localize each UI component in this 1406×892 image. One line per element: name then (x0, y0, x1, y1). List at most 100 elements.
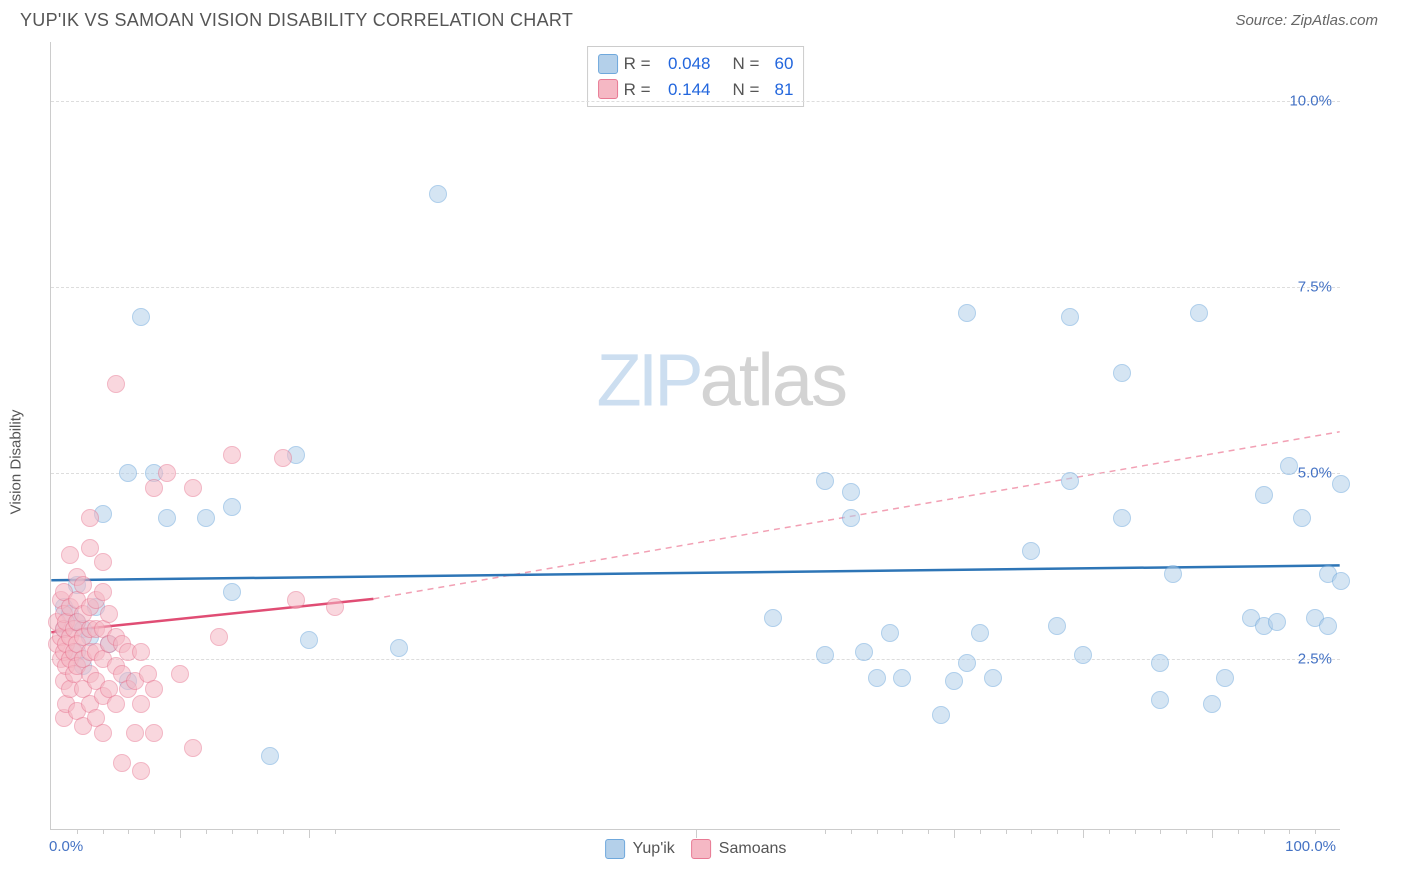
scatter-point (107, 695, 125, 713)
chart-container: Vision Disability ZIPatlas R = 0.048 N =… (20, 42, 1386, 882)
x-tick-mark (1289, 829, 1290, 834)
scatter-point (61, 546, 79, 564)
source-label: Source: ZipAtlas.com (1235, 12, 1378, 29)
scatter-point (842, 483, 860, 501)
watermark: ZIPatlas (597, 338, 846, 423)
x-tick-mark (1057, 829, 1058, 834)
legend-n-label: N = (733, 77, 760, 103)
legend-n-label: N = (733, 51, 760, 77)
x-tick-mark (103, 829, 104, 834)
scatter-point (287, 591, 305, 609)
scatter-point (126, 724, 144, 742)
scatter-point (1022, 542, 1040, 560)
scatter-point (223, 498, 241, 516)
series-legend-samoans: Samoans (691, 839, 787, 859)
scatter-point (1151, 654, 1169, 672)
scatter-point (326, 598, 344, 616)
legend-r-label: R = (624, 77, 651, 103)
scatter-point (210, 628, 228, 646)
x-tick-mark (902, 829, 903, 834)
scatter-point (184, 479, 202, 497)
x-end-label: 100.0% (1285, 838, 1336, 855)
scatter-point (1332, 572, 1350, 590)
x-tick-mark (180, 829, 181, 838)
x-tick-mark (154, 829, 155, 834)
legend-n-value-yupik: 60 (765, 51, 793, 77)
scatter-point (223, 583, 241, 601)
scatter-point (390, 639, 408, 657)
scatter-point (1216, 669, 1234, 687)
scatter-point (932, 706, 950, 724)
scatter-point (816, 472, 834, 490)
scatter-point (1113, 509, 1131, 527)
x-tick-mark (77, 829, 78, 834)
scatter-point (107, 375, 125, 393)
trend-line (51, 565, 1339, 580)
x-tick-mark (335, 829, 336, 834)
scatter-point (1280, 457, 1298, 475)
x-tick-mark (1109, 829, 1110, 834)
scatter-point (1151, 691, 1169, 709)
scatter-point (132, 762, 150, 780)
scatter-point (81, 539, 99, 557)
gridline-h (51, 659, 1340, 660)
scatter-point (113, 754, 131, 772)
x-tick-mark (283, 829, 284, 834)
x-tick-mark (1212, 829, 1213, 838)
x-tick-mark (1006, 829, 1007, 834)
series-label-samoans: Samoans (719, 840, 787, 858)
scatter-point (1061, 472, 1079, 490)
legend-swatch-samoans (598, 79, 618, 99)
scatter-point (958, 304, 976, 322)
legend-row-samoans: R = 0.144 N = 81 (598, 77, 794, 103)
x-tick-mark (928, 829, 929, 834)
scatter-point (145, 680, 163, 698)
legend-r-label: R = (624, 51, 651, 77)
series-legend: Yup'ik Samoans (605, 839, 787, 859)
scatter-point (119, 464, 137, 482)
legend-n-value-samoans: 81 (765, 77, 793, 103)
scatter-point (1048, 617, 1066, 635)
gridline-h (51, 473, 1340, 474)
scatter-point (158, 464, 176, 482)
scatter-point (223, 446, 241, 464)
watermark-zip: ZIP (597, 339, 700, 422)
x-tick-mark (257, 829, 258, 834)
scatter-point (945, 672, 963, 690)
x-tick-mark (1160, 829, 1161, 834)
scatter-point (881, 624, 899, 642)
scatter-point (1203, 695, 1221, 713)
x-tick-mark (851, 829, 852, 834)
x-tick-mark (1031, 829, 1032, 834)
scatter-point (893, 669, 911, 687)
chart-title: YUP'IK VS SAMOAN VISION DISABILITY CORRE… (20, 10, 573, 31)
x-tick-mark (1083, 829, 1084, 838)
gridline-h (51, 101, 1340, 102)
x-tick-mark (825, 829, 826, 834)
scatter-point (94, 583, 112, 601)
series-swatch-samoans (691, 839, 711, 859)
x-start-label: 0.0% (49, 838, 83, 855)
scatter-point (1074, 646, 1092, 664)
x-tick-mark (1186, 829, 1187, 834)
correlation-legend: R = 0.048 N = 60 R = 0.144 N = 81 (587, 46, 805, 107)
legend-r-value-samoans: 0.144 (657, 77, 711, 103)
series-swatch-yupik (605, 839, 625, 859)
scatter-point (261, 747, 279, 765)
x-tick-mark (206, 829, 207, 834)
legend-swatch-yupik (598, 54, 618, 74)
scatter-point (74, 576, 92, 594)
y-tick-label: 2.5% (1298, 651, 1332, 668)
x-tick-mark (877, 829, 878, 834)
scatter-point (842, 509, 860, 527)
scatter-point (158, 509, 176, 527)
x-tick-mark (1315, 829, 1316, 834)
scatter-point (1113, 364, 1131, 382)
scatter-point (816, 646, 834, 664)
scatter-point (764, 609, 782, 627)
y-tick-label: 5.0% (1298, 465, 1332, 482)
x-tick-mark (309, 829, 310, 838)
scatter-point (145, 479, 163, 497)
x-tick-mark (980, 829, 981, 834)
y-axis-label: Vision Disability (8, 410, 25, 515)
